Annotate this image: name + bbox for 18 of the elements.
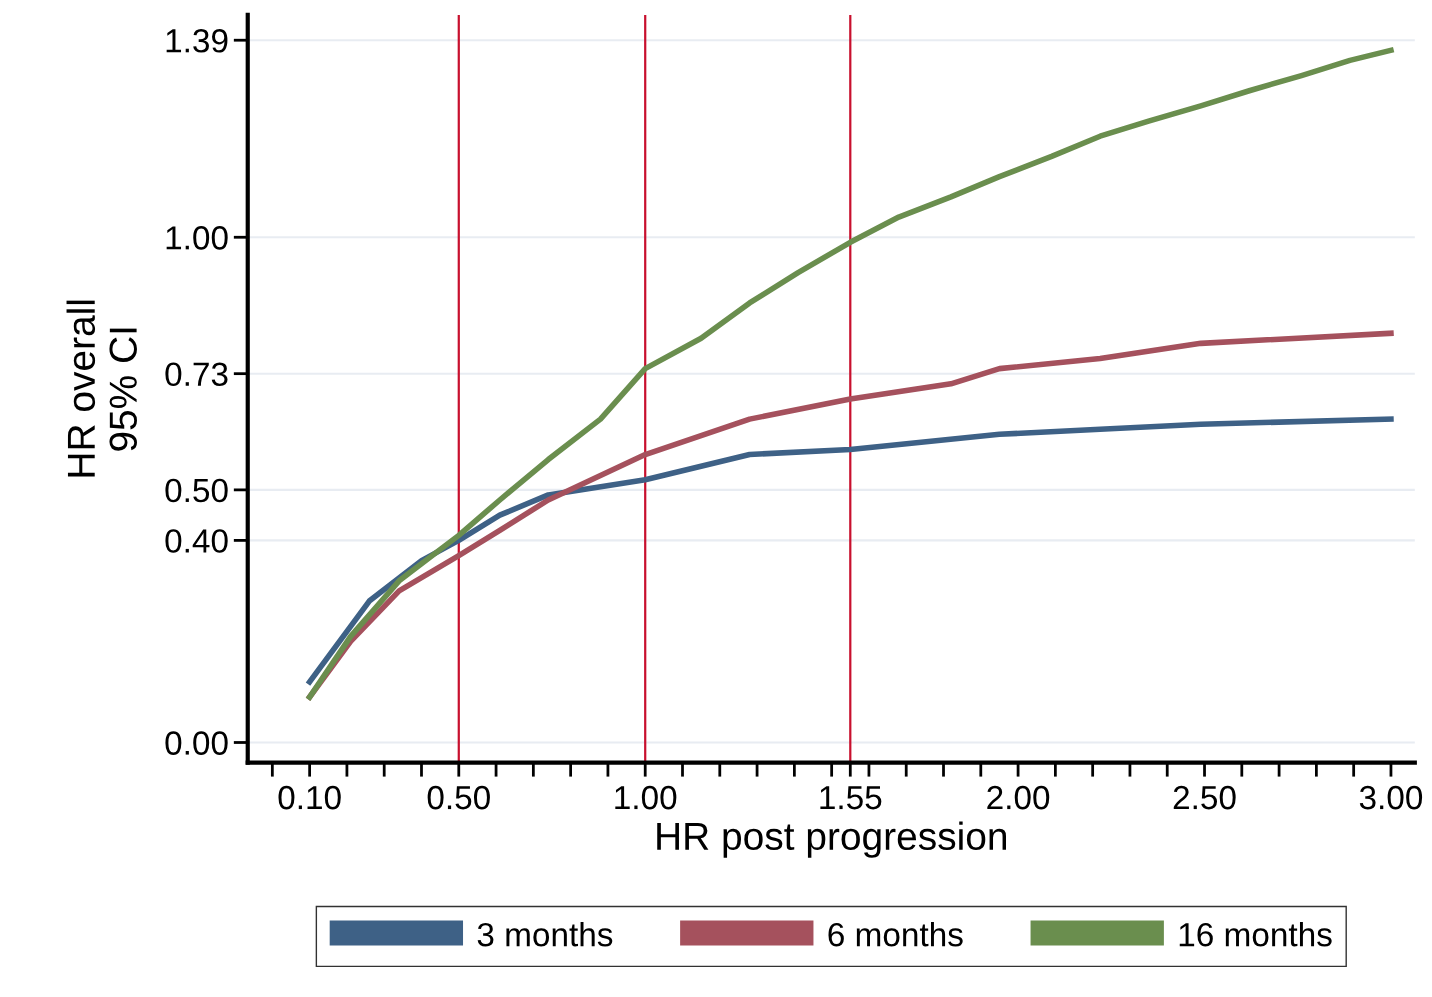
x-tick-label: 1.55	[820, 786, 882, 810]
x-tick-label: 3.00	[1359, 785, 1423, 810]
legend-label: 3 months	[477, 922, 613, 947]
y-tick-label: 1.39	[166, 29, 228, 53]
x-tick-label: 1.00	[615, 785, 677, 810]
x-tick-label: 0.50	[427, 785, 490, 810]
y-tick-label: 0.40	[165, 529, 228, 553]
legend-label: 16 months	[1179, 922, 1332, 947]
x-tick-label: 2.50	[1173, 785, 1236, 810]
legend-label: 6 months	[828, 922, 963, 947]
y-tick-label: 0.50	[165, 478, 228, 503]
x-axis-title: HR post progression	[657, 821, 1006, 858]
y-tick-label: 0.00	[165, 731, 228, 755]
y-axis-title: HR overall 95% CI	[66, 300, 137, 477]
x-tick-label: 2.00	[987, 785, 1050, 810]
y-tick-label: 1.00	[166, 226, 228, 250]
x-tick-label: 0.10	[278, 785, 341, 810]
y-tick-label: 0.73	[165, 362, 228, 387]
